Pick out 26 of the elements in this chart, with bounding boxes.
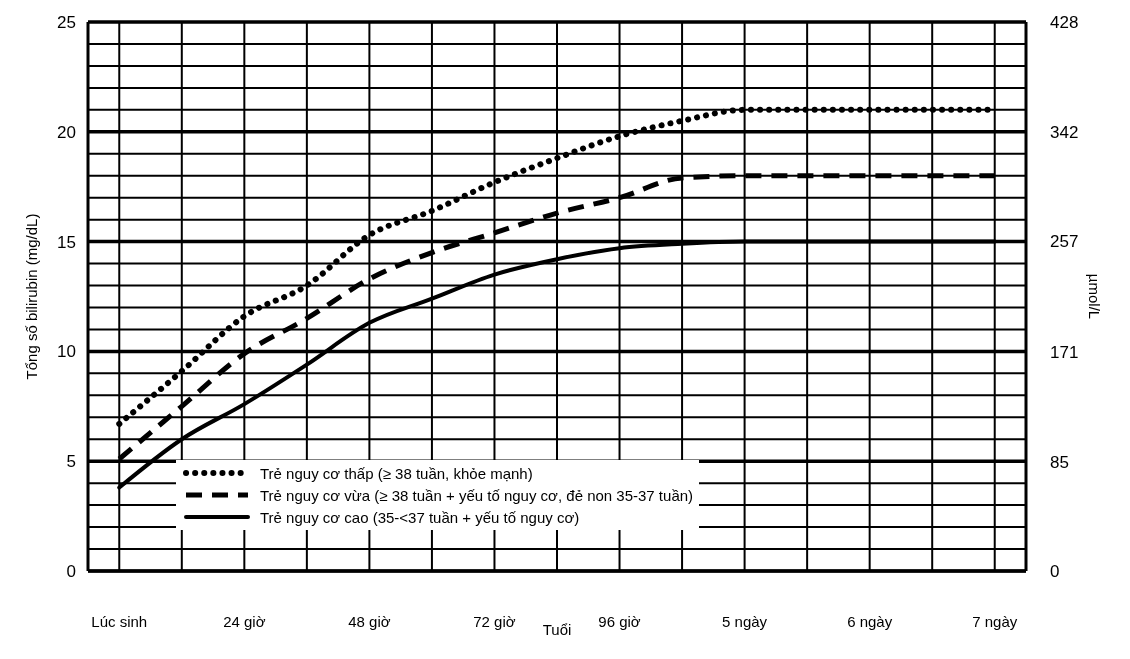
y2-tick-label: 257 [1050, 232, 1079, 252]
legend-label: Trẻ nguy cơ cao (35-<37 tuần + yếu tố nguy cơ) [260, 508, 580, 526]
y2-tick-label: 428 [1050, 13, 1079, 32]
y2-tick-label: 0 [1050, 562, 1060, 581]
x-tick-label: 96 giờ [598, 613, 641, 630]
y2-tick-label: 171 [1050, 342, 1079, 362]
y-axis-title: Tổng số bilirubin (mg/dL) [23, 213, 41, 380]
x-tick-label: 6 ngày [847, 613, 893, 630]
y-tick-label: 15 [57, 232, 76, 252]
x-tick-label: 24 giờ [223, 613, 266, 630]
legend-label: Trẻ nguy cơ thấp (≥ 38 tuần, khỏe mạnh) [260, 464, 533, 482]
x-tick-label: 5 ngày [722, 613, 768, 630]
y-tick-label: 10 [57, 342, 76, 362]
x-tick-label: 7 ngày [972, 613, 1018, 630]
y-tick-label: 25 [57, 13, 76, 32]
y-tick-label: 20 [57, 122, 76, 142]
x-tick-label: 48 giờ [348, 613, 391, 630]
x-tick-label: Lúc sinh [91, 613, 148, 630]
x-axis-title: Tuổi [542, 621, 572, 638]
x-tick-label: 72 giờ [473, 613, 516, 630]
y2-tick-label: 85 [1050, 452, 1069, 472]
y2-tick-label: 342 [1050, 123, 1079, 143]
y-tick-label: 5 [66, 452, 76, 472]
y-tick-label: 0 [66, 562, 76, 581]
legend-label: Trẻ nguy cơ vừa (≥ 38 tuần + yếu tố nguy cơ, đẻ non 35-37 tuần) [260, 486, 694, 504]
y2-axis-title: µmol/L [1085, 273, 1103, 320]
